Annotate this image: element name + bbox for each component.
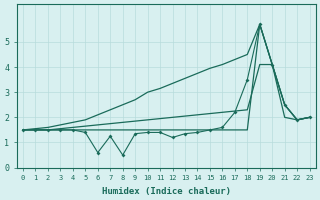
X-axis label: Humidex (Indice chaleur): Humidex (Indice chaleur): [102, 187, 231, 196]
